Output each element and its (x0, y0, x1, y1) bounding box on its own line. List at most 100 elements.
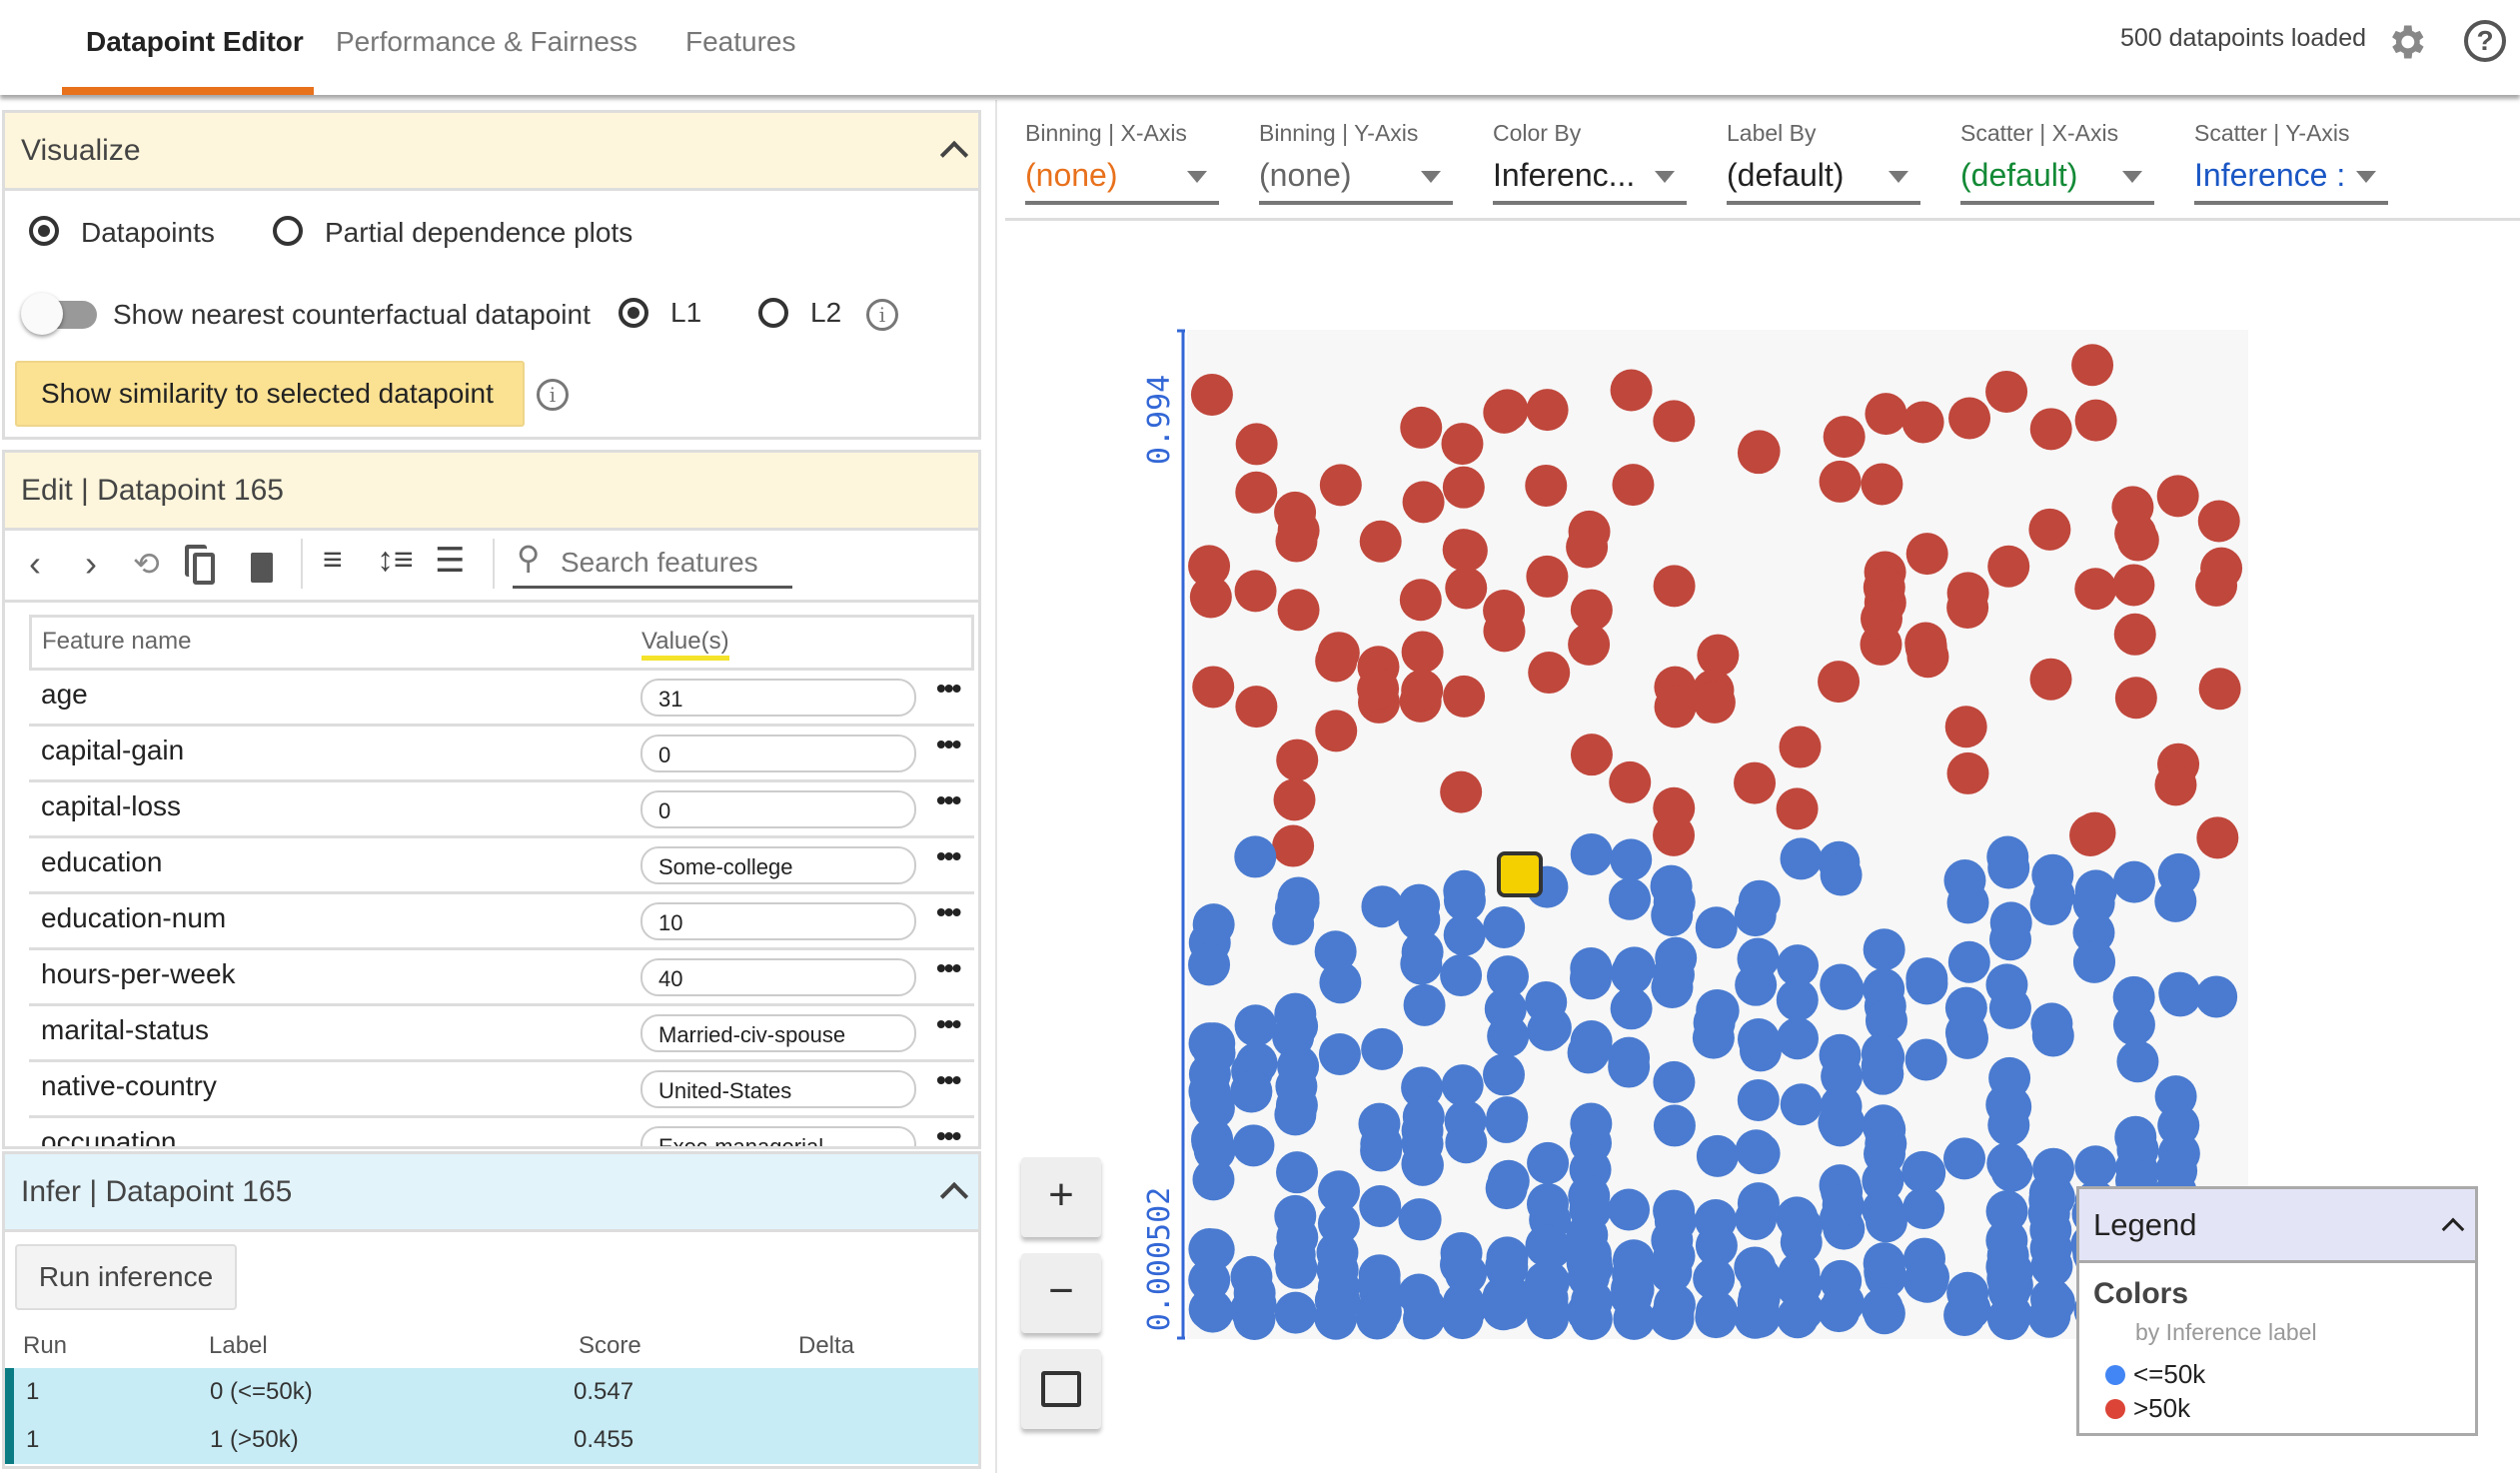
datapoint[interactable] (1272, 1015, 1315, 1058)
datapoint[interactable] (2031, 853, 2074, 896)
datapoint[interactable] (2074, 399, 2117, 442)
datapoint[interactable] (2027, 1192, 2070, 1235)
datapoint[interactable] (1441, 1064, 1484, 1107)
datapoint[interactable] (1188, 943, 1231, 986)
datapoint[interactable] (1359, 1290, 1402, 1333)
datapoint[interactable] (1192, 903, 1235, 946)
datapoint[interactable] (1318, 1170, 1361, 1213)
datapoint[interactable] (1361, 1027, 1404, 1070)
datapoint[interactable] (1570, 589, 1613, 632)
datapoint[interactable] (2029, 658, 2072, 701)
datapoint[interactable] (1902, 1187, 1945, 1230)
datapoint[interactable] (1402, 481, 1445, 524)
info-icon[interactable]: i (866, 299, 898, 331)
datapoint[interactable] (1276, 738, 1319, 781)
datapoint[interactable] (1780, 1083, 1823, 1126)
tab-datapoint-editor[interactable]: Datapoint Editor (86, 26, 304, 57)
datapoint[interactable] (1487, 1159, 1530, 1202)
datapoint[interactable] (1484, 987, 1527, 1030)
datapoint[interactable] (1525, 980, 1568, 1023)
datapoint[interactable] (1946, 572, 1989, 615)
datapoint[interactable] (1609, 760, 1652, 803)
datapoint[interactable] (2196, 816, 2239, 859)
datapoint[interactable] (1276, 1151, 1319, 1194)
datapoint[interactable] (1776, 1017, 1819, 1060)
datapoint[interactable] (1566, 526, 1609, 569)
datapoint[interactable] (1780, 837, 1823, 880)
control-dropdown[interactable]: Scatter | X-Axis (default) (1960, 120, 2154, 205)
datapoint[interactable] (1440, 954, 1483, 997)
control-dropdown[interactable]: Binning | Y-Axis (none) (1259, 120, 1453, 205)
datapoint[interactable] (1398, 883, 1441, 926)
datapoint[interactable] (1608, 1036, 1651, 1079)
datapoint[interactable] (1776, 978, 1819, 1021)
datapoint[interactable] (1988, 1056, 2031, 1099)
datapoint[interactable] (1823, 416, 1866, 459)
inference-row[interactable]: 1 0 (<=50k) 0.547 (5, 1368, 978, 1416)
datapoint[interactable] (2157, 1104, 2200, 1147)
feature-value-input[interactable]: Some-college (640, 846, 916, 884)
datapoint[interactable] (1946, 751, 1989, 794)
tab-features[interactable]: Features (685, 26, 796, 57)
datapoint[interactable] (1653, 813, 1696, 856)
datapoint[interactable] (1485, 1100, 1528, 1143)
datapoint[interactable] (1274, 1291, 1317, 1334)
selected-datapoint[interactable] (1497, 851, 1543, 897)
datapoint[interactable] (1696, 1134, 1739, 1177)
previous-datapoint-icon[interactable]: ‹ (29, 543, 41, 584)
datapoint[interactable] (1274, 491, 1317, 534)
datapoint[interactable] (1483, 391, 1526, 434)
align-left-icon[interactable]: ≡ (323, 541, 343, 579)
datapoint[interactable] (1568, 1174, 1611, 1217)
datapoint[interactable] (1653, 1234, 1696, 1277)
datapoint[interactable] (1230, 1070, 1273, 1113)
datapoint[interactable] (1441, 1297, 1484, 1340)
zoom-in-button[interactable]: + (1021, 1157, 1101, 1237)
inference-row[interactable]: 1 1 (>50k) 0.455 (5, 1416, 978, 1464)
datapoint[interactable] (1734, 1246, 1777, 1289)
datapoint[interactable] (1610, 838, 1653, 881)
datapoint[interactable] (1234, 570, 1277, 613)
datapoint[interactable] (1778, 1252, 1821, 1295)
next-datapoint-icon[interactable]: › (85, 543, 97, 584)
datapoint[interactable] (1653, 1060, 1696, 1103)
datapoint[interactable] (1987, 545, 2030, 588)
datapoint[interactable] (1985, 370, 2028, 413)
control-dropdown[interactable]: Color By Inferenc... (1493, 120, 1687, 205)
datapoint[interactable] (1905, 533, 1948, 576)
dropdown-arrow-icon[interactable] (1187, 171, 1207, 183)
datapoint[interactable] (1273, 1233, 1316, 1276)
datapoint[interactable] (1401, 1142, 1444, 1185)
feature-value-input[interactable]: 31 (640, 679, 916, 717)
datapoint[interactable] (2116, 1128, 2159, 1171)
datapoint[interactable] (1865, 393, 1907, 436)
datapoint[interactable] (1776, 1196, 1819, 1239)
datapoint[interactable] (1947, 940, 1990, 983)
datapoint[interactable] (1234, 1004, 1277, 1047)
datapoint[interactable] (1486, 955, 1529, 998)
datapoint[interactable] (1314, 930, 1357, 973)
datapoint[interactable] (1862, 1159, 1904, 1202)
datapoint[interactable] (1864, 1108, 1906, 1151)
info-icon[interactable]: i (537, 379, 569, 411)
datapoint[interactable] (1232, 1124, 1275, 1167)
datapoint[interactable] (2116, 1040, 2159, 1083)
datapoint[interactable] (1653, 1104, 1696, 1147)
datapoint[interactable] (1985, 963, 2028, 1006)
feature-value-input[interactable]: 0 (640, 790, 916, 828)
datapoint[interactable] (1359, 520, 1402, 563)
datapoint[interactable] (1443, 913, 1486, 956)
datapoint[interactable] (1277, 589, 1320, 632)
datapoint[interactable] (2112, 564, 2155, 607)
datapoint[interactable] (1737, 1018, 1780, 1061)
datapoint[interactable] (1277, 876, 1320, 919)
l1-radio[interactable] (619, 298, 648, 328)
more-options-icon[interactable]: ••• (936, 673, 961, 704)
datapoint[interactable] (1525, 464, 1568, 507)
datapoint[interactable] (1441, 423, 1484, 466)
datapoint[interactable] (1612, 1239, 1655, 1282)
dropdown-arrow-icon[interactable] (2356, 171, 2376, 183)
datapoint[interactable] (1610, 987, 1653, 1030)
datapoint[interactable] (1443, 675, 1486, 718)
more-options-icon[interactable]: ••• (936, 729, 961, 759)
